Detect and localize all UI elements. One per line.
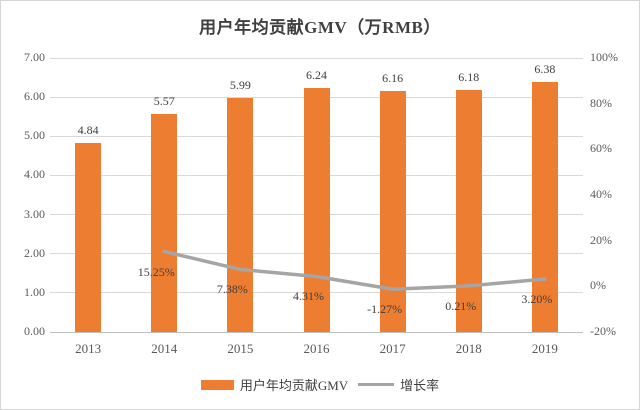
legend-line-label: 增长率 <box>400 378 440 393</box>
bar-value-label: 4.84 <box>77 122 99 137</box>
y-axis-left-tick-label: 0.00 <box>24 324 45 338</box>
y-axis-right-tick-label: 40% <box>590 187 612 201</box>
bar-2017 <box>379 90 406 332</box>
bar-value-label: 6.38 <box>534 62 556 77</box>
bar-value-label: 5.57 <box>153 93 175 108</box>
x-axis-tick-label: 2018 <box>455 341 482 356</box>
bar-value-label: 5.99 <box>229 77 251 92</box>
gridline <box>50 57 583 59</box>
x-axis-tick-label: 2016 <box>303 341 330 356</box>
y-axis-left-tick-label: 7.00 <box>24 50 45 64</box>
y-axis-left-tick-label: 4.00 <box>24 167 45 182</box>
y-axis-right-tick-label: -20% <box>590 324 616 338</box>
bar-2014 <box>151 113 178 332</box>
bar-2018 <box>455 90 482 332</box>
legend: 用户年均贡献GMV 增长率 <box>1 375 639 394</box>
bar-2019 <box>531 82 558 332</box>
y-axis-right-tick-label: 60% <box>590 141 612 156</box>
y-axis-right-tick-label: 0% <box>590 278 606 293</box>
bar-value-label: 6.16 <box>382 70 404 85</box>
legend-bar-swatch <box>200 379 234 390</box>
growth-line <box>162 249 547 291</box>
y-axis-left-tick-label: 2.00 <box>24 245 45 260</box>
bar-2016 <box>303 87 330 332</box>
legend-bar-label: 用户年均贡献GMV <box>239 378 349 393</box>
growth-rate-label: -1.27% <box>367 302 403 317</box>
legend-line-swatch <box>358 383 395 386</box>
x-axis-tick-label: 2015 <box>227 341 254 356</box>
y-axis-right-tick-label: 20% <box>590 232 612 247</box>
x-axis-tick-label: 2013 <box>75 341 102 356</box>
x-axis-tick-label: 2017 <box>379 341 406 356</box>
bar-2013 <box>75 142 102 332</box>
y-axis-left-tick-label: 6.00 <box>24 89 45 104</box>
growth-rate-label: 3.20% <box>521 292 553 307</box>
bar-2015 <box>227 97 254 332</box>
y-axis-right-tick-label: 100% <box>590 50 618 64</box>
bar-value-label: 6.24 <box>306 67 327 82</box>
gridline <box>50 331 583 333</box>
y-axis-right-tick-label: 80% <box>590 95 612 110</box>
y-axis-left-tick-label: 3.00 <box>24 206 45 221</box>
growth-rate-label: 15.25% <box>137 264 175 279</box>
y-axis-left-tick-label: 1.00 <box>24 284 45 299</box>
bar-value-label: 6.18 <box>458 70 480 85</box>
growth-rate-label: 0.21% <box>445 298 477 313</box>
y-axis-left-tick-label: 5.00 <box>24 128 45 143</box>
x-axis-tick-label: 2014 <box>151 341 178 356</box>
growth-rate-label: 7.38% <box>216 282 248 297</box>
chart-title: 用户年均贡献GMV（万RMB） <box>199 18 441 37</box>
growth-rate-label: 4.31% <box>293 289 324 304</box>
x-axis-tick-label: 2019 <box>531 341 558 356</box>
